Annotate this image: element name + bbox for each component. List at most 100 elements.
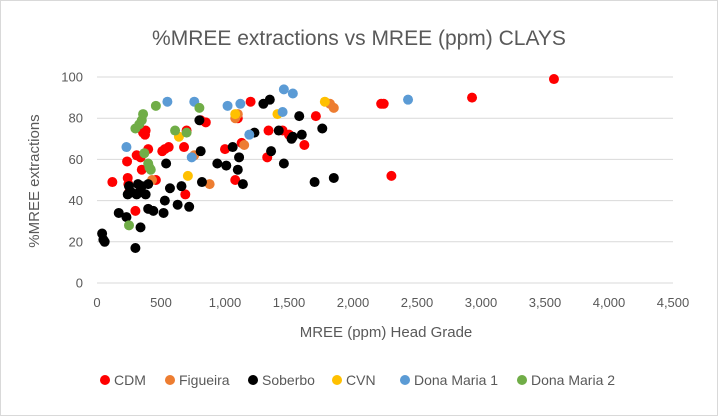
data-point <box>204 179 215 190</box>
data-point <box>186 152 197 163</box>
data-point <box>266 146 277 157</box>
data-point <box>184 201 195 212</box>
data-point <box>235 98 246 109</box>
legend-label: Figueira <box>179 372 230 388</box>
data-point <box>232 164 243 175</box>
y-tick-label: 20 <box>69 234 83 249</box>
data-point <box>244 129 255 140</box>
chart-title: %MREE extractions vs MREE (ppm) CLAYS <box>152 27 566 50</box>
x-tick-label: 2,000 <box>337 295 370 310</box>
data-point <box>317 123 328 134</box>
x-tick-label: 3,500 <box>529 295 562 310</box>
data-point <box>107 177 118 188</box>
data-point <box>172 199 183 210</box>
data-point <box>158 207 169 218</box>
data-point <box>139 148 150 159</box>
data-point <box>264 94 275 105</box>
data-point <box>145 164 156 175</box>
data-point <box>287 131 298 142</box>
legend-marker <box>517 375 527 385</box>
legend: CDM Figueira Soberbo CVN Dona Maria 1 Dona Ma… <box>100 372 615 388</box>
series-soberbo <box>97 94 339 253</box>
y-tick-labels: 0 20 40 60 80 100 <box>61 70 83 291</box>
y-tick-label: 80 <box>69 111 83 126</box>
data-point <box>230 109 241 120</box>
data-point <box>113 207 124 218</box>
y-tick-label: 0 <box>76 276 83 291</box>
data-point <box>124 220 134 231</box>
legend-label: CVN <box>346 372 376 388</box>
legend-marker <box>100 375 110 385</box>
data-point <box>176 181 187 192</box>
x-tick-label: 3,000 <box>465 295 498 310</box>
y-tick-label: 60 <box>69 152 83 167</box>
data-point <box>140 125 151 136</box>
data-point <box>403 94 414 105</box>
y-axis-label: %MREE extractions <box>26 114 43 247</box>
data-point <box>278 84 289 95</box>
data-point <box>196 177 207 188</box>
data-point <box>278 158 289 169</box>
data-point <box>378 98 389 109</box>
data-point <box>159 195 170 206</box>
x-tick-label: 4,500 <box>657 295 690 310</box>
data-point <box>467 92 478 103</box>
data-point <box>277 107 288 118</box>
legend-marker <box>400 375 410 385</box>
data-point <box>121 212 132 223</box>
data-point <box>143 179 154 190</box>
data-point <box>179 142 190 153</box>
series-cdm <box>107 74 559 216</box>
data-point <box>212 158 223 169</box>
data-point <box>135 222 146 233</box>
legend-label: Dona Maria 1 <box>414 372 498 388</box>
data-point <box>150 100 161 111</box>
data-point <box>195 146 206 157</box>
data-point <box>319 96 330 107</box>
data-point <box>121 142 132 153</box>
data-point <box>170 125 181 136</box>
x-tick-label: 500 <box>150 295 172 310</box>
data-point <box>309 177 320 188</box>
data-point <box>161 158 172 169</box>
data-point <box>221 160 232 171</box>
data-point <box>287 88 298 99</box>
legend-label: Dona Maria 2 <box>531 372 615 388</box>
data-point <box>180 189 191 200</box>
data-point <box>130 205 141 216</box>
data-point <box>328 172 339 183</box>
data-point <box>163 142 174 153</box>
data-point <box>138 109 149 120</box>
data-point <box>181 127 192 138</box>
data-point <box>310 111 321 122</box>
data-point <box>162 96 173 107</box>
data-point <box>148 205 159 216</box>
data-points <box>97 74 559 253</box>
legend-marker <box>165 375 175 385</box>
data-point <box>239 139 250 150</box>
data-point <box>182 170 193 181</box>
x-tick-label: 2,500 <box>401 295 434 310</box>
x-tick-labels: 0 500 1,000 1,500 2,000 2,500 3,000 3,500 4,000 4… <box>93 295 689 310</box>
data-point <box>294 111 305 122</box>
data-point <box>194 115 205 126</box>
data-point <box>140 189 151 200</box>
data-point <box>130 242 141 253</box>
data-point <box>299 139 310 150</box>
y-tick-label: 40 <box>69 193 83 208</box>
data-point <box>164 183 175 194</box>
series-dona-maria-2 <box>124 100 205 231</box>
y-tick-label: 100 <box>61 70 83 85</box>
data-point <box>222 100 233 111</box>
data-point <box>122 156 133 167</box>
series-figueira <box>147 98 339 190</box>
x-tick-label: 1,000 <box>209 295 242 310</box>
data-point <box>237 179 248 190</box>
data-point <box>230 175 241 185</box>
data-point <box>263 125 274 136</box>
legend-marker <box>332 375 342 385</box>
data-point <box>227 142 238 153</box>
x-tick-label: 1,500 <box>273 295 306 310</box>
